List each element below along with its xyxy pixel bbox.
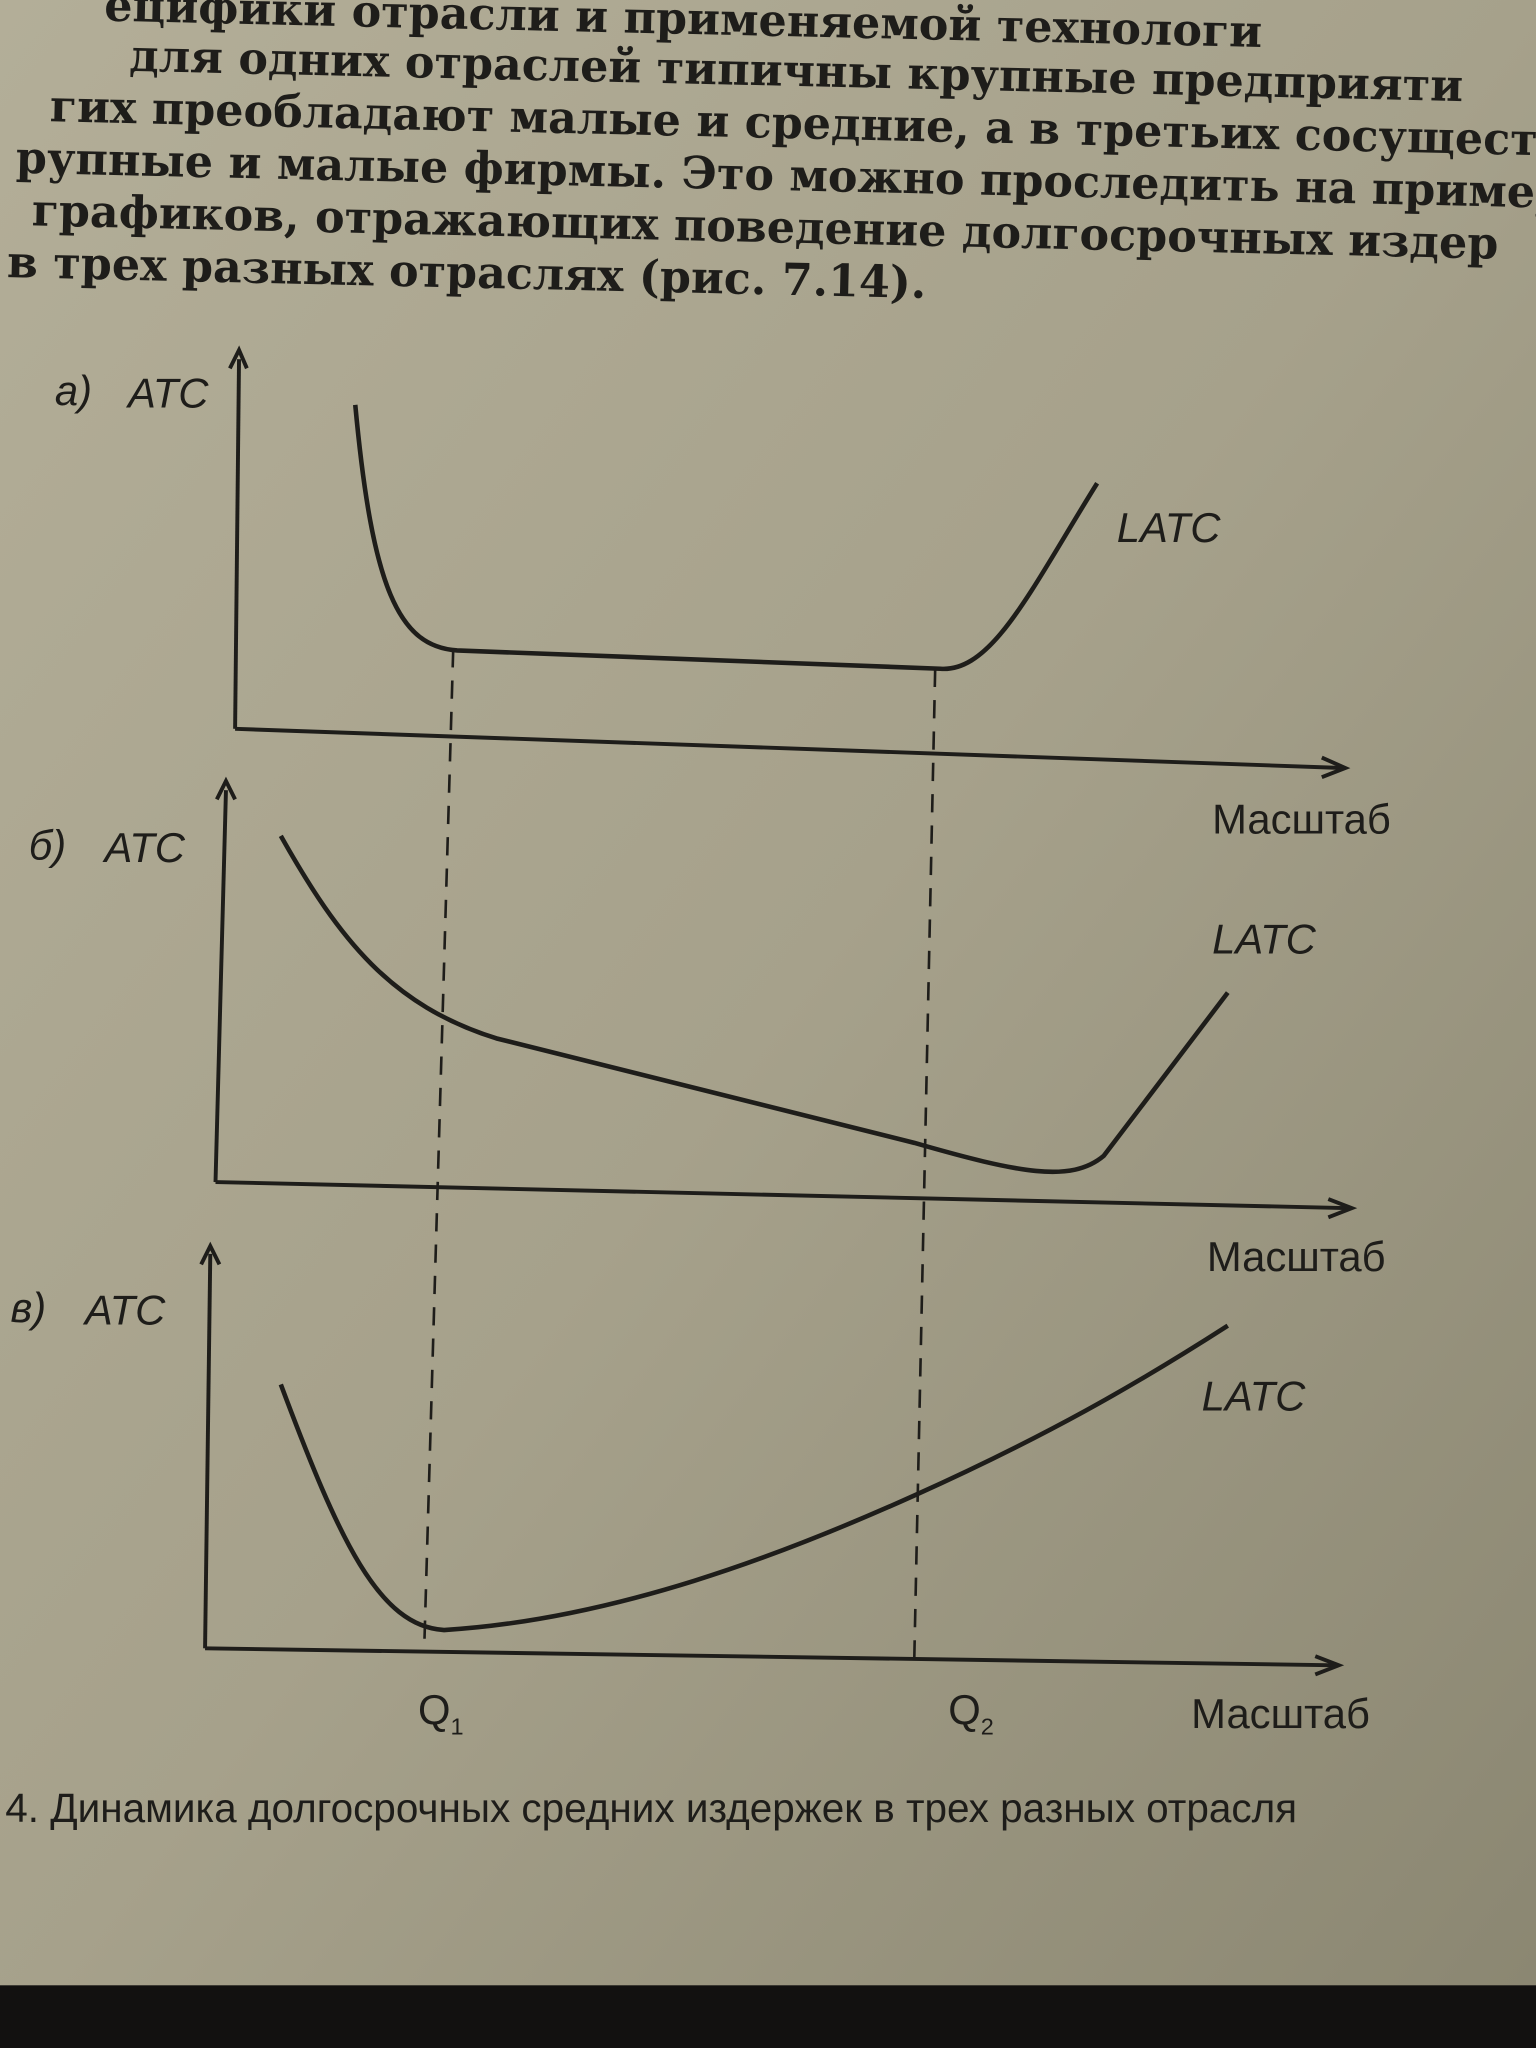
x-axis-label: Масштаб [1207, 1233, 1386, 1280]
y-axis-label: ATC [82, 1286, 166, 1333]
curve-label: LATC [1117, 504, 1222, 551]
arrow [1327, 1197, 1358, 1220]
latc-curve [278, 1323, 1229, 1633]
curve-label: LATC [1202, 1373, 1307, 1420]
latc-curve [352, 404, 1100, 672]
x-axis [205, 1646, 1337, 1668]
q-label: Q1 [418, 1686, 464, 1739]
arrow [228, 345, 249, 370]
panel-label: в) [10, 1284, 46, 1331]
y-axis [203, 1253, 213, 1649]
q-sub: 2 [981, 1714, 994, 1740]
dark-edge [0, 1985, 1536, 2048]
y-axis-label: ATC [125, 370, 209, 417]
y-axis [213, 790, 228, 1183]
latc-curve [278, 834, 1230, 1175]
q2-guide [912, 668, 937, 1659]
q-label: Q2 [948, 1686, 994, 1739]
figure-lines [199, 345, 1358, 1677]
body-text: ецифики отрасли и применяемой технологи … [7, 0, 1536, 309]
x-axis [235, 726, 1343, 770]
y-axis-label: ATC [101, 824, 185, 871]
q-main: Q [948, 1686, 981, 1733]
curve-label: LATC [1212, 915, 1317, 962]
q-main: Q [418, 1686, 451, 1733]
panel-label: а) [55, 367, 92, 414]
q1-guide [423, 649, 455, 1640]
q-sub: 1 [450, 1714, 463, 1740]
panel-label: б) [29, 821, 66, 868]
x-axis-label: Масштаб [1212, 795, 1391, 842]
x-axis-label: Масштаб [1191, 1690, 1370, 1737]
caption: 4. Динамика долгосрочных средних издерже… [5, 1785, 1297, 1831]
arrow [1314, 1654, 1345, 1677]
arrow [199, 1241, 222, 1266]
arrow [215, 776, 237, 801]
x-axis [215, 1180, 1350, 1211]
figure-labels: а) ATC LATC Масштаб б) ATC LATC Масштаб … [5, 367, 1391, 1831]
arrow [1321, 755, 1351, 779]
y-axis [233, 359, 241, 729]
